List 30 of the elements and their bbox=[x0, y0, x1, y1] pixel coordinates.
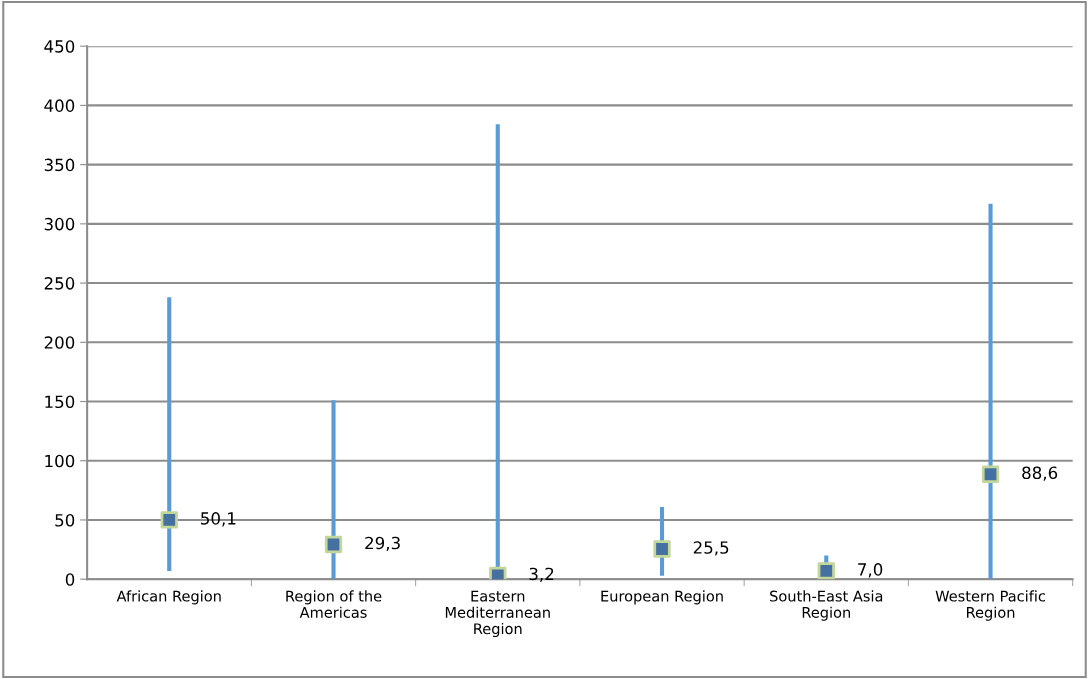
y-tick-label: 300 bbox=[44, 217, 75, 231]
x-tick-label: Western Pacific Region bbox=[935, 590, 1046, 621]
y-tick-label: 50 bbox=[55, 513, 75, 527]
data-label: 7,0 bbox=[858, 563, 883, 578]
y-tick-label: 350 bbox=[44, 158, 75, 172]
y-tick-label: 0 bbox=[65, 573, 75, 586]
bar bbox=[167, 297, 172, 571]
point bbox=[653, 540, 671, 558]
data-label: 29,3 bbox=[365, 536, 400, 552]
data-label: 88,6 bbox=[1022, 466, 1058, 481]
x-tick-label: European Region bbox=[601, 590, 723, 605]
point bbox=[324, 535, 343, 554]
y-tick-label: 400 bbox=[44, 99, 75, 112]
y-tick-label: 200 bbox=[44, 336, 75, 349]
data-label: 50,1 bbox=[201, 512, 236, 527]
x-tick-label: South-East Asia Region bbox=[770, 590, 883, 621]
x-tick-label: African Region bbox=[116, 590, 221, 605]
data-label: 25,5 bbox=[693, 541, 729, 556]
y-tick-label: 450 bbox=[44, 40, 75, 53]
bar bbox=[331, 400, 336, 580]
y-tick-label: 250 bbox=[44, 277, 75, 290]
point bbox=[160, 511, 178, 529]
point bbox=[817, 562, 835, 580]
point bbox=[981, 465, 1000, 483]
y-tick-label: 150 bbox=[45, 395, 75, 409]
bar bbox=[988, 203, 993, 580]
y-tick-label: 100 bbox=[45, 454, 75, 468]
x-tick-label: Region of the Americas bbox=[286, 590, 382, 618]
x-tick-label: Eastern Mediterranean Region bbox=[445, 590, 550, 638]
data-label: 3,2 bbox=[529, 567, 554, 582]
